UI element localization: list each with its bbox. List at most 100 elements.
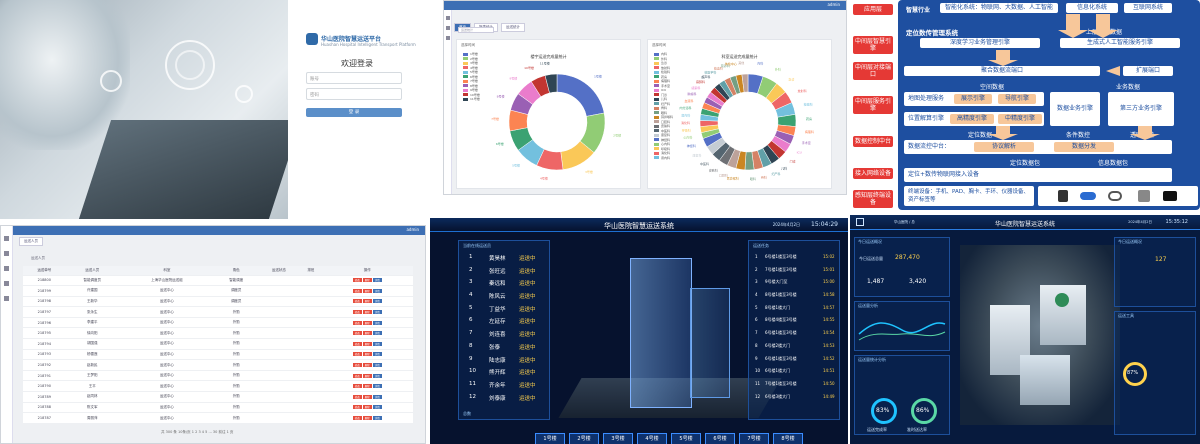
building-button[interactable]: 8号楼 xyxy=(773,433,803,444)
column-header[interactable]: 排班 xyxy=(300,266,322,275)
action-button[interactable]: 修改 xyxy=(352,310,362,315)
action-button[interactable]: 修改 xyxy=(352,331,362,336)
table-row[interactable]: 218800 智能调度员 上海华山医院运送组 智能调度 修改 删除 详情 xyxy=(23,274,413,286)
password-input[interactable]: 密码 xyxy=(306,88,402,100)
action-button[interactable]: 删除 xyxy=(362,310,372,315)
legend-item[interactable]: ICU xyxy=(654,88,673,93)
legend-item[interactable]: 2号楼 xyxy=(463,57,480,62)
action-button[interactable]: 修改 xyxy=(352,373,362,378)
action-button[interactable]: 删除 xyxy=(362,384,372,389)
column-header[interactable]: 运送状态 xyxy=(257,266,301,275)
action-button[interactable]: 删除 xyxy=(362,394,372,399)
action-button[interactable]: 详情 xyxy=(372,288,382,293)
action-button[interactable]: 修改 xyxy=(352,341,362,346)
table-row[interactable]: 218797 张永生 运送中心 外勤 修改 删除 详情 xyxy=(23,306,413,318)
action-button[interactable]: 删除 xyxy=(362,416,372,421)
legend-item[interactable]: 8号楼 xyxy=(463,84,480,89)
action-button[interactable]: 修改 xyxy=(352,363,362,368)
action-button[interactable]: 详情 xyxy=(372,384,382,389)
legend-item[interactable]: 6号楼 xyxy=(463,75,480,80)
action-button[interactable]: 删除 xyxy=(362,341,372,346)
legend-item[interactable]: 耳鼻喉科 xyxy=(654,115,673,120)
list-item[interactable]: 4 陈风云 运送中 xyxy=(459,289,549,302)
task-item[interactable]: 9 6号楼1楼至3号楼 14:52 xyxy=(749,353,839,366)
table-row[interactable]: 218792 赵新民 运送中心 外勤 修改 删除 详情 xyxy=(23,359,413,371)
task-item[interactable]: 7 6号楼1楼至3号楼 14:54 xyxy=(749,327,839,340)
action-button[interactable]: 修改 xyxy=(352,394,362,399)
action-button[interactable]: 详情 xyxy=(372,278,382,283)
building-button[interactable]: 3号楼 xyxy=(603,433,633,444)
action-button[interactable]: 修改 xyxy=(352,278,362,283)
legend-item[interactable]: 眼科 xyxy=(654,111,673,116)
legend-item[interactable]: 神经科 xyxy=(654,138,673,143)
building-button[interactable]: 4号楼 xyxy=(637,433,667,444)
action-button[interactable]: 详情 xyxy=(372,352,382,357)
action-button[interactable]: 修改 xyxy=(352,288,362,293)
building-button[interactable]: 7号楼 xyxy=(739,433,769,444)
legend-item[interactable]: 门诊 xyxy=(654,93,673,98)
action-button[interactable]: 修改 xyxy=(352,320,362,325)
legend-item[interactable]: 心内科 xyxy=(654,142,673,147)
user-name[interactable]: admin xyxy=(827,2,840,7)
table-row[interactable]: 218798 王新华 运送中心 调度员 修改 删除 详情 xyxy=(23,295,413,307)
campus-3d-map[interactable] xyxy=(960,245,1120,425)
list-icon[interactable] xyxy=(446,36,450,40)
legend-item[interactable]: 11号楼 xyxy=(463,97,480,102)
action-button[interactable]: 详情 xyxy=(372,394,382,399)
legend-item[interactable]: 10号楼 xyxy=(463,93,480,98)
building-block[interactable] xyxy=(1020,355,1070,405)
table-row[interactable]: 218790 王平 运送中心 外勤 修改 删除 详情 xyxy=(23,380,413,392)
legend-item[interactable]: 检验科 xyxy=(654,70,673,75)
task-item[interactable]: 11 7号楼1楼至3号楼 14:50 xyxy=(749,378,839,391)
action-button[interactable]: 修改 xyxy=(352,405,362,410)
filter-label-left[interactable]: 选择时间 xyxy=(461,43,475,47)
list-item[interactable]: 7 刘连喜 运送中 xyxy=(459,327,549,340)
home-icon[interactable] xyxy=(4,251,9,256)
legend-item[interactable]: 口腔科 xyxy=(654,120,673,125)
user-name[interactable]: admin xyxy=(406,227,419,232)
task-item[interactable]: 8 6号楼2楼大门 14:53 xyxy=(749,340,839,353)
list-item[interactable]: 8 张泰 运送中 xyxy=(459,340,549,353)
action-button[interactable]: 详情 xyxy=(372,331,382,336)
legend-item[interactable]: 皮肤科 xyxy=(654,124,673,129)
task-item[interactable]: 12 6号楼3楼大门 14:49 xyxy=(749,391,839,404)
table-row[interactable]: 218788 陈文军 运送中心 外勤 修改 删除 详情 xyxy=(23,401,413,413)
building-button[interactable]: 1号楼 xyxy=(535,433,565,444)
list-item[interactable]: 6 左延存 运送中 xyxy=(459,314,549,327)
legend-item[interactable]: 急诊 xyxy=(654,61,673,66)
action-button[interactable]: 详情 xyxy=(372,416,382,421)
pie-slice[interactable] xyxy=(544,73,558,94)
legend-item[interactable]: 药房 xyxy=(654,75,673,80)
task-item[interactable]: 6 8号楼4楼至3号楼 14:55 xyxy=(749,314,839,327)
task-item[interactable]: 2 7号楼1楼至3号楼 15:01 xyxy=(749,264,839,277)
action-button[interactable]: 删除 xyxy=(362,278,372,283)
action-button[interactable]: 修改 xyxy=(352,384,362,389)
action-button[interactable]: 详情 xyxy=(372,299,382,304)
list-item[interactable]: 10 熊开辉 运送中 xyxy=(459,365,549,378)
building-tower-main[interactable] xyxy=(630,258,692,408)
chart-icon[interactable] xyxy=(4,266,9,271)
legend-item[interactable]: 7号楼 xyxy=(463,79,480,84)
action-button[interactable]: 删除 xyxy=(362,320,372,325)
legend-item[interactable]: 9号楼 xyxy=(463,88,480,93)
list-item[interactable]: 9 陆志康 运送中 xyxy=(459,353,549,366)
menu-icon[interactable] xyxy=(446,16,450,20)
task-item[interactable]: 3 9号楼大门至 15:00 xyxy=(749,276,839,289)
building-tower-side[interactable] xyxy=(690,288,730,398)
home-icon[interactable] xyxy=(856,218,864,226)
tab-transport[interactable]: 运送统计 xyxy=(501,23,525,32)
action-button[interactable]: 详情 xyxy=(372,363,382,368)
list-item[interactable]: 11 齐余年 运送中 xyxy=(459,378,549,391)
table-row[interactable]: 218794 胡国强 运送中心 外勤 修改 删除 详情 xyxy=(23,338,413,350)
legend-item[interactable]: 内科 xyxy=(654,52,673,57)
list-icon[interactable] xyxy=(4,281,9,286)
list-item[interactable]: 5 丁益华 运送中 xyxy=(459,302,549,315)
action-button[interactable]: 删除 xyxy=(362,352,372,357)
pie-slice[interactable] xyxy=(741,73,749,93)
table-row[interactable]: 218789 赵同林 运送中心 外勤 修改 删除 详情 xyxy=(23,391,413,403)
column-header[interactable]: 科室 xyxy=(118,266,215,275)
list-item[interactable]: 2 张旺远 运送中 xyxy=(459,264,549,277)
column-header[interactable]: 运送单号 xyxy=(23,266,66,275)
legend-item[interactable]: 中医科 xyxy=(654,129,673,134)
action-button[interactable]: 详情 xyxy=(372,373,382,378)
